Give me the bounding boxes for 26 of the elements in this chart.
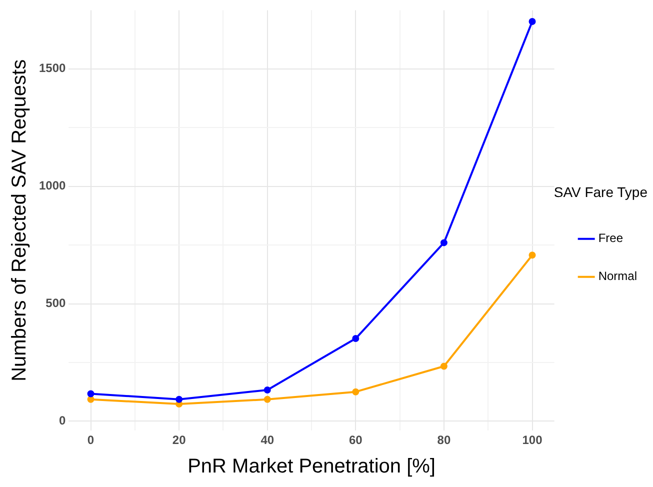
y-axis-title: Numbers of Rejected SAV Requests bbox=[8, 59, 31, 382]
x-axis-title: PnR Market Penetration [%] bbox=[188, 456, 436, 478]
x-tick-label: 60 bbox=[348, 433, 363, 448]
y-tick-label: 1000 bbox=[38, 178, 66, 193]
y-tick-label: 0 bbox=[59, 414, 66, 428]
point bbox=[440, 239, 448, 246]
legend-label: Normal bbox=[598, 269, 637, 284]
point bbox=[440, 362, 448, 370]
legend-label: Free bbox=[598, 231, 624, 246]
point bbox=[528, 252, 536, 259]
point bbox=[264, 396, 271, 403]
y-tick-label: 500 bbox=[46, 296, 66, 310]
x-tick-label: 0 bbox=[87, 433, 94, 448]
legend-title: SAV Fare Type bbox=[554, 184, 648, 200]
point bbox=[352, 388, 360, 396]
x-tick-label: 20 bbox=[172, 433, 186, 448]
y-tick-label: 1500 bbox=[38, 61, 66, 76]
point bbox=[352, 335, 360, 342]
x-tick-label: 80 bbox=[437, 433, 451, 448]
x-tick-label: 40 bbox=[260, 433, 274, 448]
point bbox=[176, 396, 183, 403]
point bbox=[264, 386, 271, 394]
point bbox=[528, 18, 536, 25]
point bbox=[87, 390, 94, 398]
point bbox=[87, 396, 94, 403]
x-tick-label: 100 bbox=[522, 433, 543, 448]
